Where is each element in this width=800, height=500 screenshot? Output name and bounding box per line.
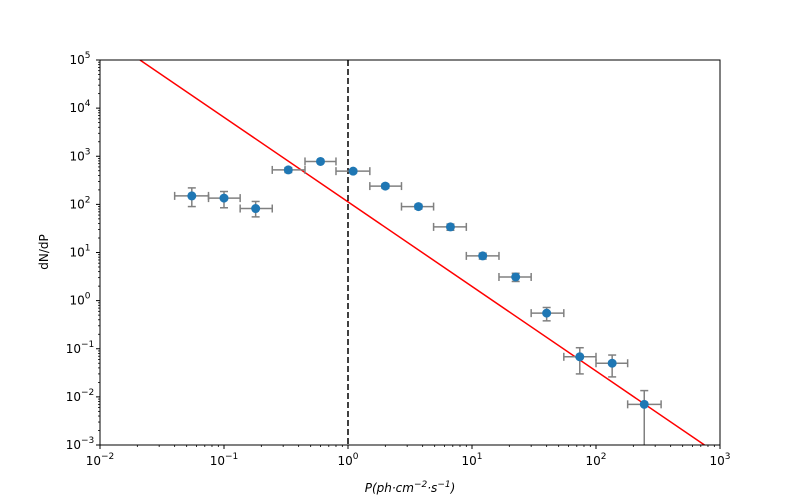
- data-point-0: [187, 191, 197, 201]
- y-tick-label: 102: [69, 195, 90, 211]
- fit-line-layer: [139, 60, 705, 445]
- y-axis: 10−3 10−2 10−1 100 101 102 103 104 105: [66, 51, 100, 452]
- x-axis: 10−2 10−1 100 101 102 103: [86, 445, 731, 468]
- y-tick-label: 10−1: [66, 340, 95, 356]
- x-tick-label: 10−2: [86, 452, 115, 468]
- data-point-2: [251, 204, 261, 214]
- y-tick-label: 10−3: [66, 436, 95, 452]
- y-axis-title: dN/dP: [37, 234, 51, 270]
- data-point-10: [511, 272, 521, 282]
- x-axis-title: P(ph·cm−2·s−1): [365, 480, 456, 495]
- data-point-7: [413, 202, 423, 212]
- y-tick-label: 100: [69, 292, 90, 308]
- plot-area: [99, 59, 721, 446]
- data-point-6: [380, 181, 390, 191]
- data-point-8: [445, 222, 455, 232]
- errorbar-14: [626, 389, 662, 445]
- x-tick-label: 100: [337, 452, 358, 468]
- y-tick-label: 101: [69, 244, 90, 260]
- data-point-11: [542, 308, 552, 318]
- data-point-4: [315, 156, 325, 166]
- y-tick-label: 103: [69, 147, 90, 163]
- y-tick-label: 10−2: [66, 388, 95, 404]
- x-tick-label: 102: [585, 452, 606, 468]
- data-point-3: [283, 165, 293, 175]
- y-tick-label: 104: [69, 99, 90, 115]
- data-point-12: [575, 352, 585, 362]
- plot-background: [100, 60, 720, 445]
- data-point-5: [348, 166, 358, 176]
- data-point-9: [478, 251, 488, 261]
- y-tick-label: 105: [69, 51, 90, 67]
- data-point-1: [219, 193, 229, 203]
- x-tick-label: 103: [709, 452, 730, 468]
- data-point-13: [607, 358, 617, 368]
- x-tick-label: 101: [461, 452, 482, 468]
- points-layer: [187, 156, 649, 409]
- data-point-14: [639, 399, 649, 409]
- x-tick-label: 10−1: [210, 452, 239, 468]
- fit-line: [139, 60, 705, 445]
